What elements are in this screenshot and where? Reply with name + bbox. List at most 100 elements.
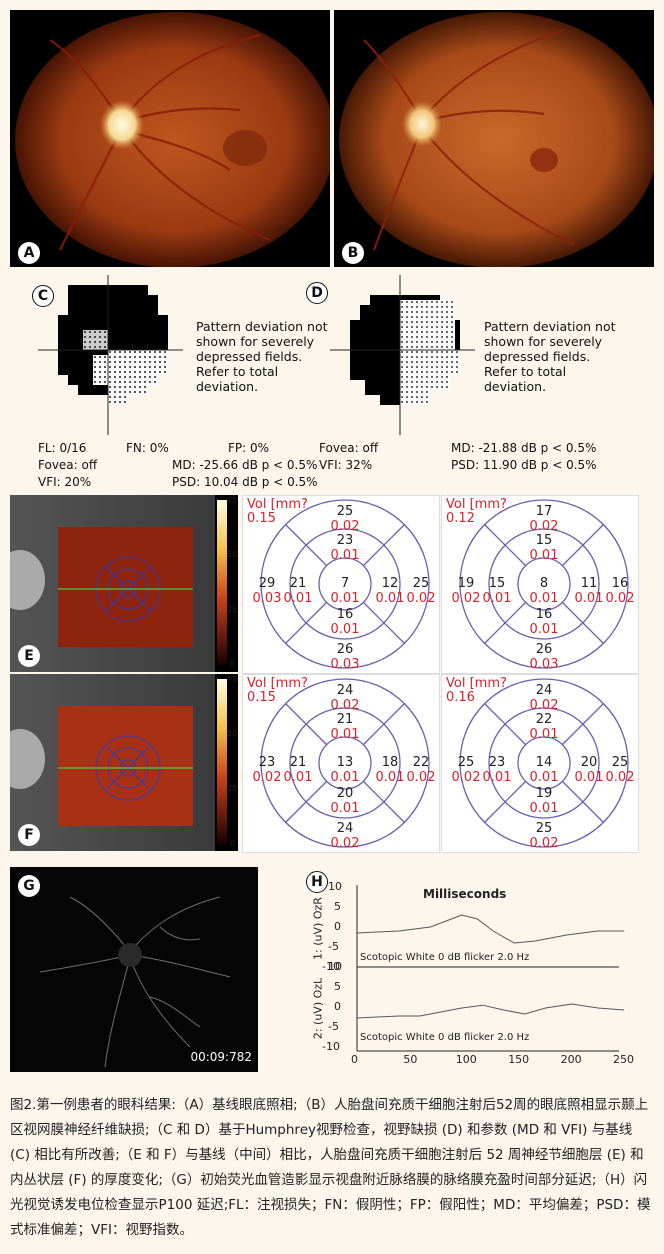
sector-rings: [260, 499, 430, 669]
volume-bottom-inner: 0.01: [330, 801, 360, 816]
sector-divider: [484, 601, 527, 644]
volume-label: Vol [mm? 0.16: [446, 677, 507, 705]
volume-center: 0.01: [529, 770, 559, 785]
thickness-right-inner: 11: [580, 576, 598, 591]
volume-bottom-outer: 0.02: [529, 836, 559, 851]
volume-right-inner: 0.01: [574, 770, 604, 785]
vep-xtick: 100: [455, 1053, 477, 1066]
thickness-right-inner: 12: [381, 576, 399, 591]
sector-ring: [260, 499, 430, 669]
thickness-right-outer: 22: [412, 755, 430, 770]
colorbar-tick-0: 0: [230, 660, 236, 669]
fundus-baseline-image: [10, 10, 330, 267]
param-fp: FP: 0%: [228, 441, 270, 455]
sector-divider: [561, 703, 604, 746]
thickness-right-outer: 25: [611, 755, 629, 770]
vep-trace-right: [356, 914, 625, 944]
thickness-right-inner: 20: [580, 755, 598, 770]
thickness-bottom-inner: 16: [535, 607, 553, 622]
thickness-center: 13: [336, 755, 354, 770]
thickness-left-outer: 25: [457, 755, 475, 770]
param-psd-d: PSD: 11.90 dB p < 0.5%: [451, 458, 597, 472]
colorbar-tick-75: 75: [227, 496, 238, 505]
vep-xtick: 150: [508, 1053, 530, 1066]
sector-rings: [260, 678, 430, 848]
volume-top-inner: 0.01: [529, 727, 559, 742]
sector-divider: [362, 524, 405, 567]
sector-divider: [362, 703, 405, 746]
volume-bottom-inner: 0.01: [529, 622, 559, 637]
thickness-bottom-outer: 26: [535, 642, 553, 657]
thickness-top-outer: 24: [336, 683, 354, 698]
volume-bottom-outer: 0.02: [330, 836, 360, 851]
vep-ytick-top: 0: [334, 920, 341, 933]
vep-title: Milliseconds: [423, 887, 507, 901]
volume-value: 0.15: [247, 511, 276, 526]
visual-field-note-52-weeks: Pattern deviation not shown for severely…: [484, 319, 616, 394]
sector-divider: [484, 524, 527, 567]
sector-divider: [362, 601, 405, 644]
vep-xtick: 200: [560, 1053, 582, 1066]
volume-bottom-inner: 0.01: [529, 801, 559, 816]
thickness-bottom-outer: 25: [535, 821, 553, 836]
volume-left-inner: 0.01: [283, 591, 313, 606]
thickness-left-outer: 19: [457, 576, 475, 591]
volume-unit: Vol [mm?: [446, 497, 507, 512]
oct-sector-map-1: Vol [mm? 0.15 25 0.02 23 0.01 29 0.03 21 0.01 7 0.0…: [242, 495, 440, 674]
param-vfi-c: VFI: 20%: [38, 475, 92, 489]
volume-left-inner: 0.01: [283, 770, 313, 785]
sector-divider: [561, 780, 604, 823]
volume-label: Vol [mm? 0.12: [446, 498, 507, 526]
panel-label-f: F: [18, 824, 40, 846]
sector-rings: [459, 499, 629, 669]
sector-divider: [362, 780, 405, 823]
sector-divider: [285, 601, 328, 644]
volume-top-outer: 0.02: [529, 519, 559, 534]
vep-ytick-bottom: 0: [334, 1000, 341, 1013]
sector-divider: [285, 703, 328, 746]
volume-center: 0.01: [330, 770, 360, 785]
volume-right-outer: 0.02: [605, 770, 635, 785]
vep-protocol-bottom: Scotopic White 0 dB flicker 2.0 Hz: [360, 1032, 530, 1043]
panel-label-d: D: [306, 282, 328, 304]
vep-ytick-bottom: 10: [328, 960, 342, 973]
visual-field-grayscale-52-weeks: [330, 275, 475, 435]
volume-left-outer: 0.02: [451, 591, 481, 606]
thickness-bottom-outer: 26: [336, 642, 354, 657]
param-fovea-c: Fovea: off: [38, 458, 98, 472]
oct-sector-map-3: Vol [mm? 0.15 24 0.02 21 0.01 23 0.02 21 0.01 13 0.…: [242, 674, 440, 853]
volume-unit: Vol [mm?: [247, 497, 308, 512]
volume-left-outer: 0.02: [451, 770, 481, 785]
thickness-left-inner: 15: [488, 576, 506, 591]
volume-label: Vol [mm? 0.15: [247, 498, 308, 526]
thickness-right-outer: 16: [611, 576, 629, 591]
sector-ring: [488, 707, 600, 819]
vep-xtick: 50: [403, 1053, 418, 1066]
vep-protocol-top: Scotopic White 0 dB flicker 2.0 Hz: [360, 952, 530, 963]
thickness-bottom-outer: 24: [336, 821, 354, 836]
vep-xtick: 0: [351, 1053, 358, 1066]
vep-ytick-top: -5: [328, 940, 339, 953]
thickness-top-inner: 22: [535, 712, 553, 727]
volume-center: 0.01: [330, 591, 360, 606]
colorbar-tick-50: 50: [227, 550, 238, 559]
fundus-photo-52-weeks: B: [334, 10, 654, 267]
volume-unit: Vol [mm?: [446, 676, 507, 691]
sector-divider: [285, 780, 328, 823]
thickness-top-outer: 25: [336, 504, 354, 519]
volume-bottom-outer: 0.03: [330, 657, 360, 672]
volume-top-outer: 0.02: [330, 519, 360, 534]
volume-value: 0.16: [446, 690, 475, 705]
thickness-left-inner: 23: [488, 755, 506, 770]
colorbar-tick-50: 50: [227, 729, 238, 738]
visual-field-grayscale-baseline: [38, 275, 183, 435]
volume-right-outer: 0.02: [406, 770, 436, 785]
thickness-center: 8: [539, 576, 549, 591]
sector-ring: [318, 557, 372, 611]
oct-gcl-image: [10, 495, 227, 672]
vep-chart: [356, 885, 625, 1052]
panel-label-a: A: [18, 242, 40, 264]
param-fovea-d: Fovea: off: [319, 441, 379, 455]
sector-ring: [318, 736, 372, 790]
volume-right-inner: 0.01: [574, 591, 604, 606]
